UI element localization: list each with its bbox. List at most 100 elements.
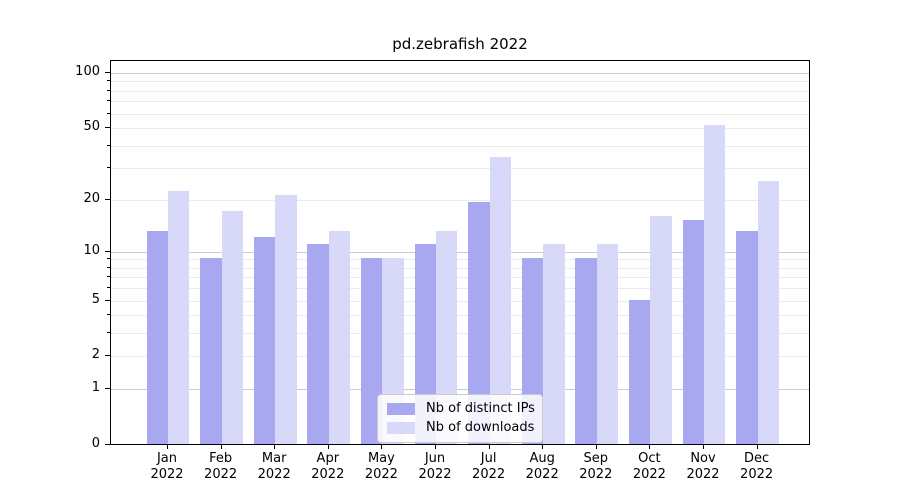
x-tick-year-jun: 2022 (418, 467, 452, 482)
x-tick-label-jun: Jun 2022 (407, 451, 463, 483)
gridline-70 (111, 101, 809, 103)
x-tick-year-nov: 2022 (686, 467, 720, 482)
gridline-9 (111, 259, 809, 261)
gridline-30 (111, 168, 809, 170)
bar-downloads-jun (436, 231, 458, 444)
bar-distinct-ips-mar (253, 237, 276, 444)
y-tick-0 (105, 444, 110, 445)
gridline-2 (111, 356, 809, 358)
bar-downloads-dec (757, 181, 779, 444)
y-tick-2 (105, 355, 110, 357)
x-tick-year-aug: 2022 (525, 467, 559, 482)
y-tick-label-1: 1 (91, 380, 100, 396)
y-tick-20 (105, 198, 110, 200)
y-tick-label-20: 20 (83, 190, 100, 206)
x-tick-year-feb: 2022 (204, 467, 238, 482)
bar-downloads-sep (596, 243, 619, 444)
x-tick-label-feb: Feb 2022 (193, 451, 249, 483)
y-minor-tick-30 (107, 167, 110, 169)
x-tick-label-may: May 2022 (353, 451, 409, 483)
y-minor-tick-90 (107, 80, 110, 82)
y-minor-tick-7 (107, 276, 110, 278)
x-tick-nov (703, 445, 704, 449)
y-minor-tick-9 (107, 258, 110, 260)
gridline-3 (111, 333, 809, 335)
y-minor-tick-3 (107, 332, 110, 334)
y-tick-10 (105, 250, 110, 252)
legend-entry-distinct-ips: Nb of distinct IPs (378, 399, 542, 418)
bar-distinct-ips-oct (629, 299, 651, 444)
gridline-100 (111, 72, 809, 74)
bar-downloads-mar (275, 194, 297, 444)
x-tick-month-nov: Nov (690, 451, 716, 466)
y-tick-label-2: 2 (91, 347, 100, 363)
gridline-50 (111, 127, 809, 129)
x-tick-label-dec: Dec 2022 (729, 451, 785, 483)
legend-label-distinct-ips: Nb of distinct IPs (426, 401, 535, 416)
bar-distinct-ips-sep (575, 258, 597, 444)
y-minor-tick-80 (107, 89, 110, 91)
x-tick-year-apr: 2022 (311, 467, 345, 482)
x-tick-month-may: May (367, 451, 395, 466)
plot-area (110, 60, 810, 445)
x-tick-month-sep: Sep (583, 451, 609, 466)
x-tick-dec (756, 445, 758, 449)
bar-distinct-ips-dec (736, 231, 758, 444)
x-tick-label-mar: Mar 2022 (246, 451, 302, 483)
x-tick-year-may: 2022 (364, 467, 398, 482)
x-tick-year-dec: 2022 (740, 467, 774, 482)
y-minor-tick-4 (107, 314, 110, 316)
x-tick-month-jun: Jun (424, 451, 446, 466)
bar-downloads-aug (543, 243, 565, 444)
legend-entry-downloads: Nb of downloads (378, 418, 542, 437)
x-tick-year-jul: 2022 (472, 467, 506, 482)
x-tick-jul (488, 445, 490, 449)
y-tick-1 (105, 388, 110, 390)
y-minor-tick-60 (107, 112, 110, 114)
legend-swatch-distinct-ips (387, 402, 415, 415)
x-tick-label-oct: Oct 2022 (621, 451, 677, 483)
y-tick-label-5: 5 (91, 291, 100, 307)
y-tick-50 (105, 126, 110, 128)
gridline-8 (111, 267, 809, 269)
x-tick-month-jan: Jan (156, 451, 178, 466)
gridline-6 (111, 288, 809, 290)
x-tick-year-mar: 2022 (257, 467, 291, 482)
chart-title: pd.zebrafish 2022 (392, 35, 528, 53)
legend-label-downloads: Nb of downloads (426, 420, 535, 435)
gridline-80 (111, 90, 809, 92)
bar-downloads-apr (328, 231, 351, 444)
bar-distinct-ips-jan (146, 231, 168, 444)
x-tick-year-oct: 2022 (632, 467, 666, 482)
x-tick-feb (220, 445, 222, 449)
x-tick-label-sep: Sep 2022 (568, 451, 624, 483)
x-tick-sep (595, 445, 597, 449)
y-tick-label-0: 0 (91, 436, 100, 451)
x-tick-month-aug: Aug (529, 451, 555, 466)
bar-distinct-ips-feb (200, 258, 222, 444)
y-minor-tick-6 (107, 287, 110, 289)
x-tick-month-apr: Apr (316, 451, 340, 466)
y-tick-label-10: 10 (83, 242, 100, 258)
y-tick-5 (105, 299, 110, 301)
legend-swatch-downloads (387, 421, 415, 434)
x-tick-month-mar: Mar (261, 451, 287, 466)
x-tick-label-jan: Jan 2022 (139, 451, 195, 483)
gridline-90 (111, 81, 809, 83)
gridline-1 (111, 389, 809, 391)
bar-distinct-ips-nov (682, 220, 704, 444)
y-tick-100 (105, 71, 110, 73)
gridline-60 (111, 113, 809, 115)
x-tick-month-feb: Feb (209, 451, 233, 466)
gridline-40 (111, 145, 809, 147)
x-tick-apr (327, 445, 329, 449)
x-tick-aug (542, 445, 544, 449)
bar-downloads-oct (650, 215, 672, 444)
x-tick-mar (274, 445, 276, 449)
gridline-4 (111, 315, 809, 317)
x-tick-month-oct: Oct (638, 451, 661, 466)
y-tick-label-50: 50 (83, 118, 100, 134)
x-tick-label-aug: Aug 2022 (514, 451, 570, 483)
bar-downloads-jul (489, 157, 511, 444)
